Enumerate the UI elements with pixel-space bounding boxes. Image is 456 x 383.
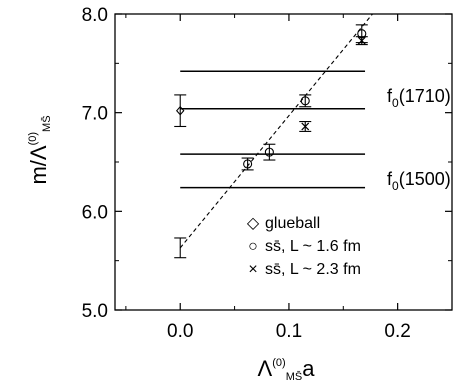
data-point-x bbox=[301, 122, 310, 131]
y-tick-label: 6.0 bbox=[82, 202, 108, 223]
x-tick-label: 0.0 bbox=[167, 321, 193, 342]
y-tick-label: 7.0 bbox=[82, 104, 108, 125]
y-axis-label: m/Λ(0)MS̄ bbox=[26, 115, 53, 184]
y-tick-label: 8.0 bbox=[82, 5, 108, 26]
legend-symbol: ◇ bbox=[247, 215, 260, 232]
resonance-label: f0(1710) bbox=[387, 86, 451, 110]
x-axis-label: Λ(0)MS̄a bbox=[258, 356, 316, 383]
legend-label: ss̄, L ~ 1.6 fm bbox=[265, 238, 361, 255]
x-tick-label: 0.2 bbox=[384, 321, 410, 342]
data-point-x bbox=[357, 36, 366, 45]
legend-symbol: ○ bbox=[248, 238, 258, 255]
legend-symbol: × bbox=[248, 261, 257, 278]
y-tick-label: 5.0 bbox=[82, 301, 108, 322]
fit-line bbox=[179, 13, 373, 249]
legend-label: glueball bbox=[265, 215, 320, 232]
legend-label: ss̄, L ~ 2.3 fm bbox=[265, 261, 361, 278]
resonance-label: f0(1500) bbox=[387, 169, 451, 193]
x-tick-label: 0.1 bbox=[276, 321, 302, 342]
data-point-circle bbox=[243, 159, 253, 169]
data-point-diamond bbox=[175, 105, 185, 116]
data-point-circle bbox=[300, 96, 310, 106]
data-point-circle bbox=[264, 147, 274, 157]
